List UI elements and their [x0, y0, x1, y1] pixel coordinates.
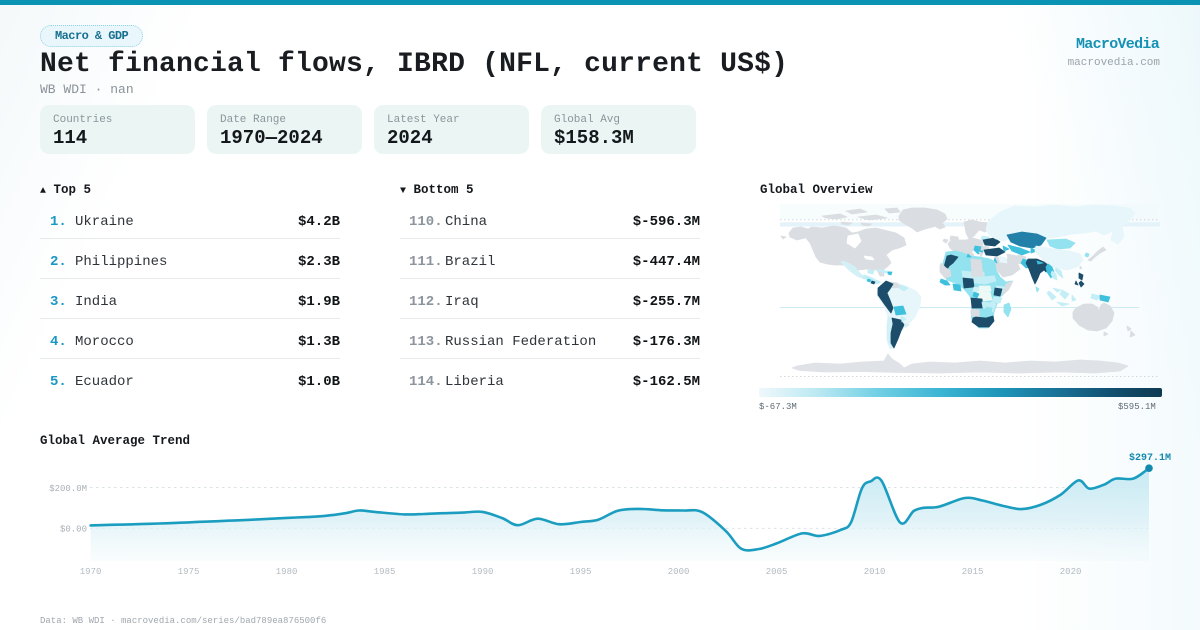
svg-text:2015: 2015: [962, 567, 984, 577]
svg-text:2020: 2020: [1060, 567, 1082, 577]
svg-text:1980: 1980: [276, 567, 298, 577]
svg-text:1970: 1970: [80, 567, 102, 577]
svg-text:2000: 2000: [668, 567, 690, 577]
svg-text:2010: 2010: [864, 567, 886, 577]
svg-text:$200.0M: $200.0M: [49, 484, 87, 494]
svg-text:2005: 2005: [766, 567, 788, 577]
svg-text:$297.1M: $297.1M: [1129, 452, 1171, 464]
svg-text:1990: 1990: [472, 567, 494, 577]
svg-text:1975: 1975: [178, 567, 200, 577]
svg-text:1995: 1995: [570, 567, 592, 577]
svg-text:1985: 1985: [374, 567, 396, 577]
svg-text:$0.00: $0.00: [60, 525, 87, 535]
